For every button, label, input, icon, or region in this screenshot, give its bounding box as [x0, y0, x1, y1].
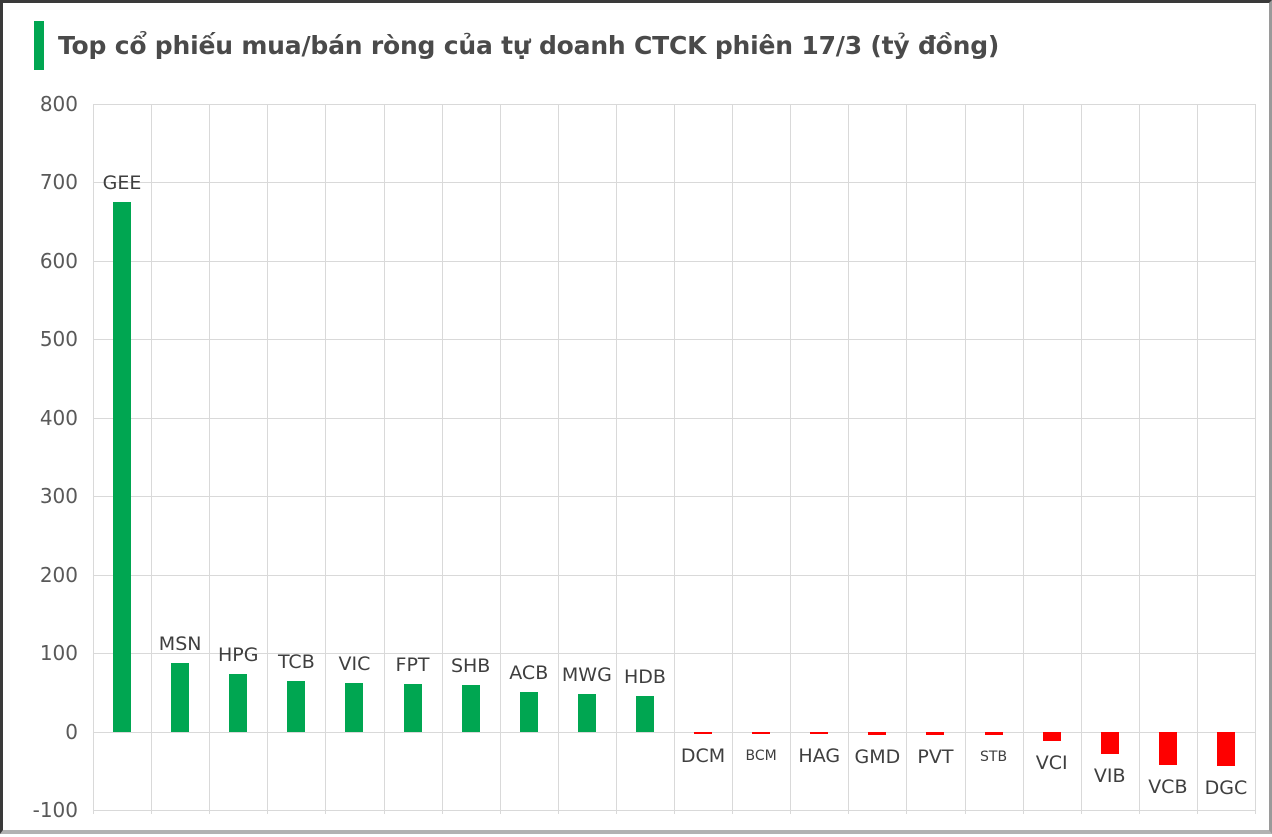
chart-header: Top cổ phiếu mua/bán ròng của tự doanh C…	[34, 20, 999, 70]
bar-label-MWG: MWG	[561, 663, 612, 686]
gridline-v-13	[848, 104, 850, 814]
gridline-v-4	[325, 104, 327, 814]
gridline-v-5	[383, 104, 385, 814]
bar-label-TCB: TCB	[277, 650, 315, 673]
bar-BCM	[752, 731, 771, 734]
gridline-v-0	[93, 104, 94, 814]
bar-HDB	[635, 696, 654, 732]
bar-HPG	[229, 673, 248, 732]
ytick--100: -100	[32, 798, 78, 822]
bar-VIC	[345, 682, 364, 732]
bar-label-HAG: HAG	[798, 744, 841, 767]
ytick-0: 0	[65, 719, 78, 744]
gridline-v-9	[615, 104, 617, 814]
bar-DCM	[694, 731, 713, 734]
ytick-600: 600	[39, 248, 78, 273]
bar-GEE	[113, 202, 132, 732]
gridline-v-3	[267, 104, 269, 814]
gridline-v-1	[151, 104, 153, 814]
bar-ACB	[519, 691, 538, 732]
bar-TCB	[287, 680, 306, 732]
gridline-v-14	[906, 104, 908, 814]
bar-label-GMD: GMD	[854, 745, 901, 768]
page-title: Top cổ phiếu mua/bán ròng của tự doanh C…	[58, 30, 1000, 60]
bar-label-HPG: HPG	[218, 643, 259, 666]
bar-label-ACB: ACB	[509, 661, 549, 684]
bar-FPT	[403, 684, 422, 732]
title-accent-bar	[34, 20, 44, 70]
gridline-v-17	[1080, 104, 1082, 814]
bar-PVT	[926, 731, 945, 736]
ytick-300: 300	[39, 484, 78, 509]
ytick-700: 700	[39, 170, 78, 195]
bar-VCB	[1158, 731, 1177, 766]
bar-label-BCM: BCM	[745, 747, 777, 764]
bar-SHB	[461, 685, 480, 732]
gridline-v-15	[964, 104, 966, 814]
bar-label-SHB: SHB	[450, 655, 491, 678]
gridline-v-11	[732, 104, 734, 814]
bar-HAG	[810, 731, 829, 734]
gridline-v-16	[1022, 104, 1024, 814]
gridline-v-10	[674, 104, 675, 814]
bar-VIB	[1100, 731, 1119, 754]
bar-label-FPT: FPT	[395, 654, 430, 677]
gridline-v-19	[1196, 104, 1198, 814]
bar-VCI	[1042, 731, 1061, 741]
bar-label-DGC: DGC	[1204, 777, 1248, 800]
bar-label-VIB: VIB	[1093, 764, 1126, 787]
bar-label-STB: STB	[980, 748, 1008, 765]
bar-label-GEE: GEE	[102, 172, 142, 195]
gridline-v-6	[441, 104, 443, 814]
bar-label-PVT: PVT	[917, 746, 954, 769]
bar-label-VIC: VIC	[338, 652, 371, 675]
bar-DGC	[1216, 731, 1235, 767]
ytick-800: 800	[39, 92, 78, 116]
ytick-100: 100	[39, 641, 78, 666]
gridline-v-18	[1138, 104, 1140, 814]
gridline-v-20	[1255, 104, 1256, 814]
ytick-400: 400	[39, 405, 78, 430]
bar-label-VCB: VCB	[1148, 776, 1188, 799]
bar-STB	[984, 731, 1003, 735]
gridline-v-12	[790, 104, 792, 814]
bar-MWG	[577, 693, 596, 732]
gridline-v-7	[499, 104, 501, 814]
bar-label-HDB: HDB	[623, 666, 666, 689]
bar-label-VCI: VCI	[1035, 751, 1068, 774]
bar-label-MSN: MSN	[158, 632, 202, 655]
gridline-v-2	[209, 104, 211, 814]
chart-area: 800 700 600 500 400 300 200 100 0 -100 GEE MSN HPG TC…	[3, 3, 1272, 837]
bar-MSN	[171, 662, 190, 732]
bar-GMD	[868, 731, 887, 735]
bar-label-DCM: DCM	[680, 744, 726, 767]
ytick-500: 500	[39, 327, 78, 352]
ytick-200: 200	[39, 562, 78, 587]
gridline-v-8	[557, 104, 559, 814]
